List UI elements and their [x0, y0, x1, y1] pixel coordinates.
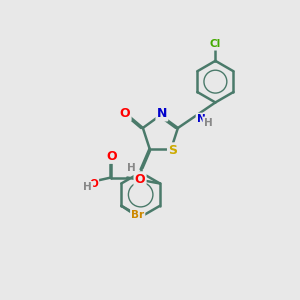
Text: Cl: Cl	[210, 40, 221, 50]
Text: N: N	[157, 107, 167, 120]
Text: Br: Br	[131, 210, 144, 220]
Text: O: O	[120, 107, 130, 120]
Text: H: H	[128, 163, 136, 173]
Text: H: H	[83, 182, 92, 192]
Text: O: O	[135, 172, 146, 185]
Text: N: N	[197, 114, 206, 124]
Text: H: H	[204, 118, 212, 128]
Text: O: O	[89, 179, 98, 189]
Text: O: O	[106, 150, 117, 163]
Text: S: S	[168, 143, 177, 157]
